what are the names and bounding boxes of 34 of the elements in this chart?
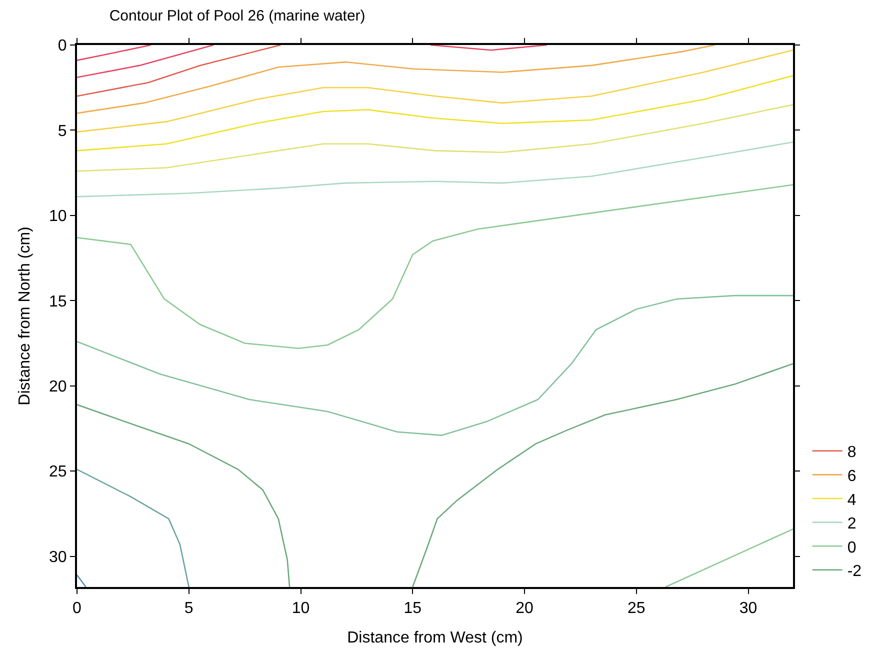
line-series: [77, 142, 793, 198]
x-tick-label: 25: [627, 600, 646, 618]
x-tick-label: 30: [739, 600, 758, 618]
legend-label: -2: [847, 563, 862, 580]
line-series: [77, 184, 793, 350]
y-tick-label: 0: [58, 38, 67, 55]
y-tick-label: 15: [49, 293, 67, 310]
line-series: [77, 468, 190, 587]
legend-label: 2: [847, 516, 856, 533]
line-series: [77, 294, 793, 436]
legend-label: 4: [847, 492, 856, 509]
x-axis-title: Distance from West (cm): [347, 629, 523, 646]
legend-label: 0: [847, 539, 856, 556]
x-tick-label: 10: [292, 600, 310, 618]
x-tick-label: 5: [184, 600, 194, 618]
y-tick-label: 20: [49, 378, 67, 396]
y-axis-title: Distance from North (cm): [16, 226, 34, 406]
line-series: [77, 45, 282, 97]
x-tick-label: 20: [516, 600, 534, 618]
x-tick-label: 0: [72, 600, 82, 618]
y-tick-label: 10: [49, 208, 67, 226]
x-tick-label: 15: [404, 600, 422, 618]
legend-label: 8: [847, 444, 856, 462]
line-series: [77, 45, 716, 114]
line-series: [77, 75, 793, 152]
chart-title: Contour Plot of Pool 26 (marine water): [109, 7, 366, 24]
y-tick-label: 25: [49, 464, 67, 481]
y-tick-label: 30: [49, 548, 67, 566]
line-series: [77, 49, 793, 133]
line-series: [77, 104, 793, 172]
legend-label: 6: [847, 468, 856, 485]
y-tick-label: 5: [58, 122, 67, 140]
line-series: [77, 404, 290, 587]
line-series: [412, 363, 793, 587]
